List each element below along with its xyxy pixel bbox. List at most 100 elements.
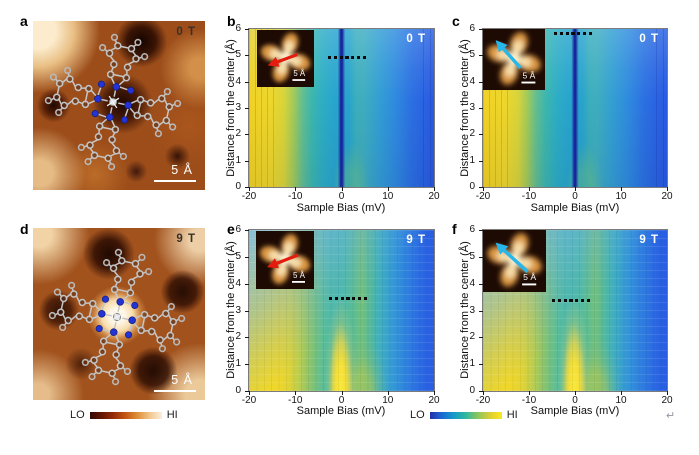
- y-axis-ticks-f: 6 5 4 3 2 1 0: [453, 225, 483, 396]
- colorbar-hi-label: HI: [166, 409, 178, 421]
- dashed-marker-line: [328, 56, 366, 60]
- inset-stm-image: 5 Å: [483, 29, 545, 90]
- dashed-marker-line: [554, 32, 592, 36]
- y-tick-label: 2: [235, 331, 241, 343]
- inset-scalebar-line: [292, 79, 306, 81]
- x-tick-label: 0: [572, 395, 578, 406]
- y-tick-mark: [479, 230, 483, 231]
- y-tick-mark: [245, 55, 249, 57]
- y-tick-mark: [479, 310, 483, 312]
- y-tick-mark: [479, 134, 483, 136]
- x-axis-ticks-f: -20 -10 0 10 20: [476, 391, 673, 409]
- dash-dot: [563, 299, 567, 303]
- y-tick-mark: [245, 134, 249, 136]
- x-tick-mark: [483, 391, 484, 395]
- y-tick-label: 5: [235, 49, 241, 61]
- y-tick-mark: [479, 256, 483, 258]
- red-arrow-icon: [266, 253, 299, 269]
- panel-label-f: f: [452, 221, 457, 237]
- x-tick-mark: [483, 187, 484, 191]
- x-tick-label: -20: [241, 395, 257, 406]
- y-axis-ticks-b: 6 5 4 3 2 1 0: [219, 24, 249, 192]
- scalebar-line: [154, 390, 196, 392]
- x-tick-label: -20: [241, 191, 257, 202]
- x-tick-label: 20: [661, 191, 673, 202]
- x-tick-mark: [387, 187, 389, 191]
- dash-dot: [588, 32, 592, 36]
- dash-dot: [575, 299, 579, 303]
- dash-dot: [586, 299, 590, 303]
- scalebar-line: [154, 180, 196, 182]
- y-tick-mark: [245, 391, 249, 392]
- y-axis-ticks-e: 6 5 4 3 2 1 0: [219, 225, 249, 396]
- dash-dot: [333, 56, 337, 60]
- scalebar-label: 5 Å: [171, 373, 193, 387]
- x-tick-mark: [295, 391, 297, 395]
- y-tick-label: 3: [235, 102, 241, 113]
- dash-dot: [565, 32, 569, 36]
- panel-label-e: e: [227, 221, 235, 237]
- x-tick-mark: [249, 391, 250, 395]
- x-tick-label: -20: [475, 191, 491, 202]
- dash-dot: [554, 32, 558, 36]
- x-tick-label: 20: [428, 395, 440, 406]
- x-tick-label: -20: [475, 395, 491, 406]
- x-tick-mark: [575, 187, 576, 191]
- x-axis-ticks-e: -20 -10 0 10 20: [242, 391, 440, 409]
- colorbar-gradient-spectroscopy: [429, 411, 502, 419]
- heatmap-panel-f: 5 Å 9 T: [482, 229, 668, 392]
- y-tick-label: 6: [469, 23, 475, 34]
- colorbar-topography: LO HI: [70, 409, 178, 421]
- y-tick-mark: [245, 283, 249, 285]
- y-tick-label: 1: [235, 358, 241, 370]
- paragraph-return-mark: ↵: [666, 410, 676, 422]
- dash-dot: [569, 299, 573, 303]
- y-tick-mark: [245, 160, 249, 162]
- y-tick-mark: [479, 364, 483, 366]
- y-tick-mark: [479, 187, 483, 188]
- x-tick-mark: [434, 187, 435, 191]
- x-tick-label: 0: [572, 191, 578, 202]
- x-tick-label: 20: [428, 191, 440, 202]
- y-tick-label: 6: [469, 224, 475, 235]
- y-tick-mark: [245, 230, 249, 231]
- y-tick-label: 2: [235, 128, 241, 140]
- cyan-arrow-icon: [495, 40, 522, 70]
- inset-stm-image: 5 Å: [256, 231, 314, 289]
- stm-topograph-0T: 0 T 5 Å: [33, 21, 205, 190]
- x-tick-label: 10: [615, 191, 627, 202]
- y-tick-label: 4: [469, 75, 475, 87]
- y-tick-label: 0: [469, 181, 475, 192]
- y-axis-title-e: Distance from the center (Å): [225, 241, 237, 379]
- dash-dot: [351, 56, 355, 60]
- y-tick-mark: [245, 81, 249, 83]
- dash-dot: [340, 297, 344, 301]
- x-tick-label: -10: [521, 191, 537, 202]
- y-tick-label: 3: [469, 304, 475, 316]
- dash-dot: [577, 32, 581, 36]
- y-tick-label: 0: [469, 385, 475, 396]
- inset-scalebar-line: [522, 283, 537, 286]
- y-tick-mark: [479, 81, 483, 83]
- x-tick-mark: [387, 391, 389, 395]
- dash-dot: [571, 32, 575, 36]
- panel-label-c: c: [452, 13, 460, 29]
- y-tick-label: 1: [235, 154, 241, 166]
- y-tick-label: 2: [469, 331, 475, 343]
- dash-dot: [362, 56, 366, 60]
- magnetic-field-label: 0 T: [639, 33, 659, 45]
- y-tick-mark: [245, 364, 249, 366]
- x-tick-label: 10: [382, 191, 394, 202]
- y-tick-mark: [245, 29, 249, 30]
- x-tick-mark: [341, 187, 343, 191]
- x-tick-mark: [529, 391, 530, 395]
- x-tick-label: 20: [661, 395, 673, 406]
- heatmap-panel-c: 5 Å 0 T: [482, 28, 668, 188]
- y-tick-mark: [479, 283, 483, 285]
- x-tick-mark: [295, 187, 297, 191]
- magnetic-field-label: 9 T: [406, 234, 426, 246]
- x-axis-ticks-c: -20 -10 0 10 20: [476, 187, 673, 205]
- red-arrow-icon: [267, 53, 298, 67]
- y-axis-ticks-c: 6 5 4 3 2 1 0: [453, 24, 483, 192]
